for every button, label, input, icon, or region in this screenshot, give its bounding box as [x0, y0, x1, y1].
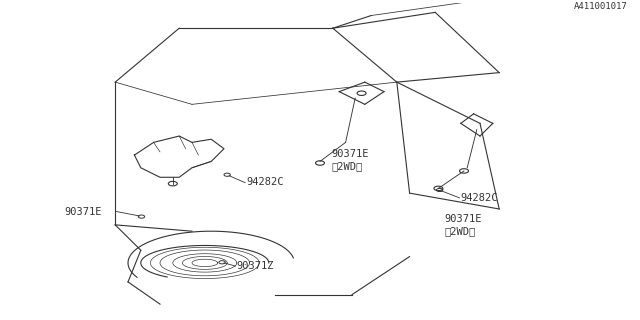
Text: 90371E
〈2WD〉: 90371E 〈2WD〉	[445, 214, 483, 236]
Text: 90371E
〈2WD〉: 90371E 〈2WD〉	[332, 148, 369, 171]
Text: 90371Z: 90371Z	[237, 261, 275, 271]
Text: A411001017: A411001017	[573, 2, 627, 11]
Text: 94282C: 94282C	[461, 193, 499, 203]
Text: 90371E: 90371E	[64, 206, 102, 217]
Text: 94282C: 94282C	[246, 177, 284, 187]
